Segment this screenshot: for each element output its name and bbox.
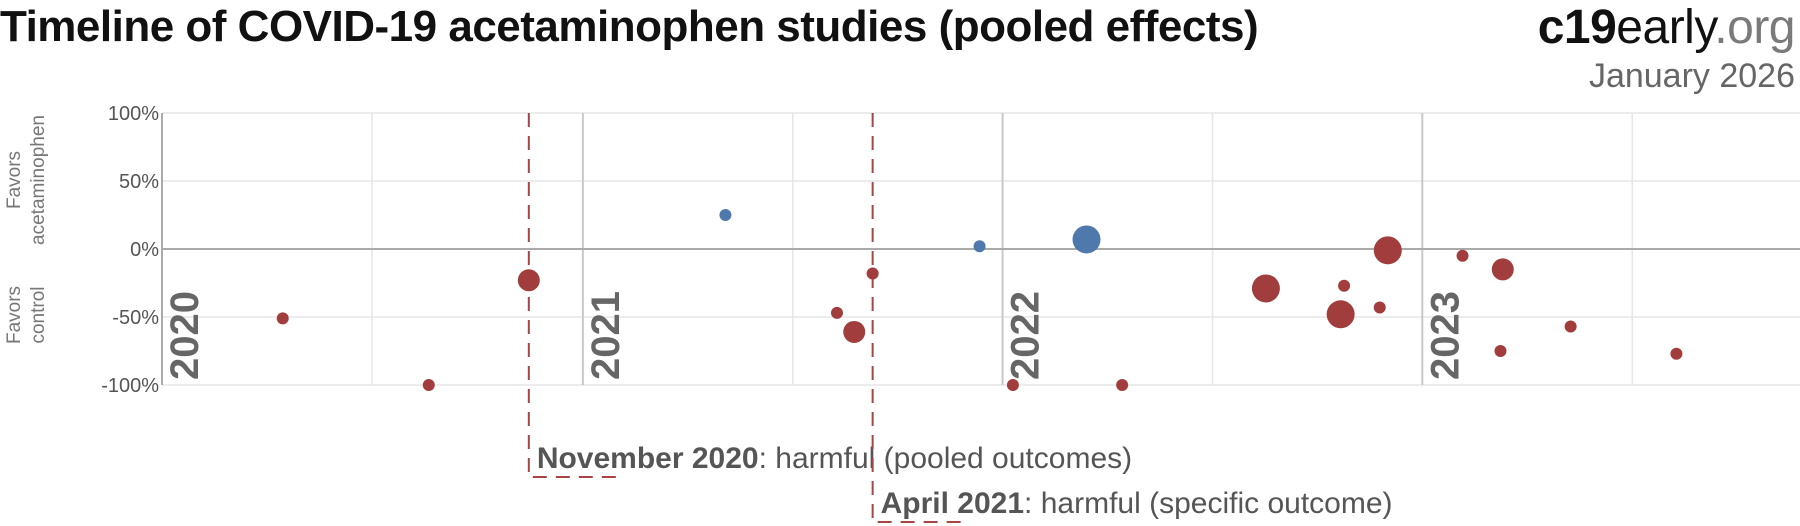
y-tick-label-0: 100% — [108, 103, 159, 125]
y-tick-label-2: 0% — [130, 239, 159, 261]
page-title: Timeline of COVID-19 acetaminophen studi… — [0, 2, 1259, 51]
milestone-date-1: April 2021 — [881, 487, 1024, 520]
data-point-8 — [1006, 379, 1019, 391]
y-tick-label-1: 50% — [119, 171, 159, 193]
report-date: January 2026 — [1588, 57, 1795, 95]
data-point-9 — [1072, 225, 1101, 254]
milestone-date-0: November 2020 — [537, 442, 759, 475]
y-label-favors-treatment: Favors acetaminophen — [4, 115, 49, 245]
data-point-19 — [1564, 320, 1577, 333]
milestone-label-0: November 2020: harmful (pooled outcomes) — [537, 442, 1132, 475]
data-point-7 — [973, 240, 986, 253]
brand-logo: c19early.org — [1537, 0, 1796, 55]
y-label-favors-control-line-0: Favors — [4, 286, 25, 344]
year-label-2021: 2021 — [584, 291, 628, 380]
milestone-line-0 — [527, 113, 619, 478]
data-point-3 — [719, 209, 732, 221]
milestone-text-0: : harmful (pooled outcomes) — [759, 442, 1133, 475]
data-point-1 — [422, 379, 435, 391]
year-label-2023: 2023 — [1423, 291, 1467, 380]
y-label-favors-treatment-line-1: acetaminophen — [28, 115, 49, 245]
year-label-2020: 2020 — [163, 291, 207, 380]
y-label-favors-treatment-line-0: Favors — [4, 151, 25, 209]
data-point-16 — [1456, 249, 1469, 262]
data-point-6 — [866, 267, 879, 280]
data-point-0 — [276, 312, 289, 325]
y-label-favors-control: Favors control — [4, 286, 49, 344]
data-point-14 — [1373, 301, 1386, 314]
data-point-15 — [1373, 236, 1402, 265]
data-point-17 — [1494, 345, 1507, 357]
data-point-10 — [1116, 379, 1129, 391]
milestone-label-1: April 2021: harmful (specific outcome) — [881, 487, 1393, 520]
data-point-20 — [1670, 347, 1683, 360]
brand-tail: .org — [1714, 1, 1795, 54]
brand-bold: c19 — [1537, 1, 1617, 54]
y-tick-label-4: -100% — [101, 375, 159, 397]
y-label-favors-control-line-1: control — [28, 286, 49, 343]
data-point-2 — [517, 269, 540, 292]
y-tick-label-3: -50% — [112, 307, 159, 329]
data-point-13 — [1338, 279, 1351, 292]
milestone-text-1: : harmful (specific outcome) — [1024, 487, 1392, 520]
brand-mid: early — [1616, 1, 1715, 54]
data-point-12 — [1326, 300, 1355, 329]
milestone-line-1 — [871, 113, 963, 523]
year-label-2022: 2022 — [1004, 291, 1048, 380]
data-point-4 — [830, 306, 843, 319]
data-point-5 — [843, 320, 866, 343]
data-point-18 — [1491, 258, 1514, 281]
data-point-11 — [1251, 274, 1280, 303]
